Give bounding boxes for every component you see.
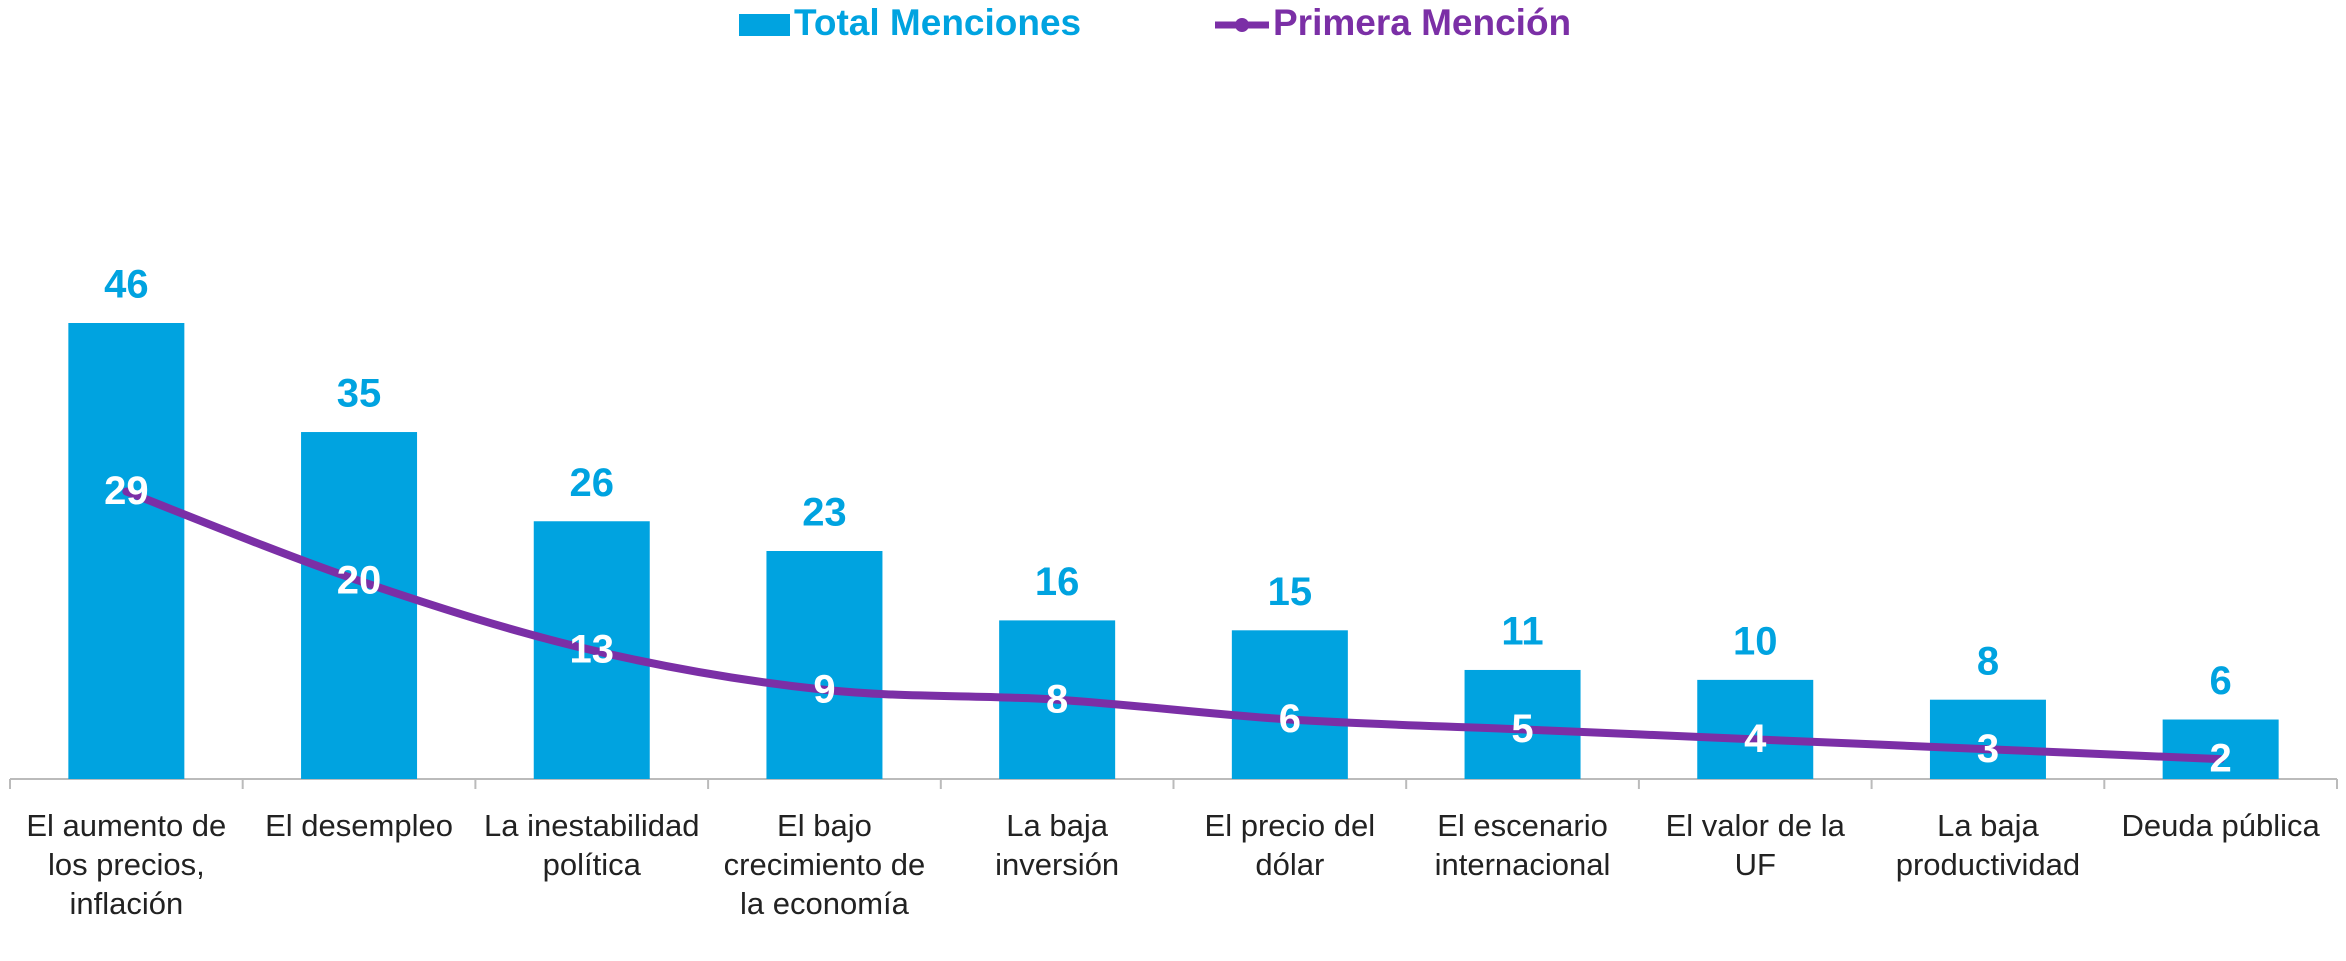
line-value-label: 5: [1511, 707, 1533, 751]
bar-value-label: 23: [802, 491, 847, 535]
line-value-label: 29: [104, 469, 149, 513]
bar: [1231, 630, 1348, 779]
line-value-label: 9: [813, 667, 835, 711]
x-tick-label: El bajo crecimiento de la economía: [723, 808, 926, 921]
bar: [2162, 719, 2279, 779]
x-tick-label: El escenario internacional: [1434, 808, 1611, 882]
bar-value-label: 26: [570, 461, 615, 505]
x-tick-label: La baja inversión: [995, 808, 1120, 882]
bar-value-label: 11: [1501, 610, 1543, 654]
bar-value-label: 15: [1268, 570, 1313, 614]
legend-swatch: [739, 14, 790, 36]
bar-value-label: 35: [337, 372, 382, 416]
line-value-label: 20: [337, 558, 382, 602]
line-value-label: 8: [1046, 677, 1068, 721]
bar-value-label: 16: [1035, 560, 1080, 604]
x-tick-label: El desempleo: [265, 808, 453, 843]
x-tick-label: El precio del dólar: [1204, 808, 1376, 882]
bar-value-label: 46: [104, 263, 149, 307]
legend-label: Primera Mención: [1273, 2, 1571, 43]
x-tick-label: El aumento de los precios, inflación: [26, 808, 227, 921]
x-tick-label: La inestabilidad política: [484, 808, 700, 882]
x-tick-label: El valor de la UF: [1665, 808, 1845, 882]
line: [122, 487, 2225, 764]
bar-value-label: 6: [2210, 659, 2232, 703]
legend-marker: [1235, 18, 1249, 32]
line-value-label: 13: [570, 628, 615, 672]
bar: [766, 551, 883, 779]
bar: [68, 323, 185, 779]
bar: [301, 432, 418, 779]
line-value-label: 6: [1279, 697, 1301, 741]
bar-value-label: 8: [1977, 639, 1999, 683]
line-value-label: 2: [2210, 737, 2232, 781]
bar: [1697, 679, 1814, 779]
bar-value-label: 10: [1733, 619, 1778, 663]
legend-label: Total Menciones: [794, 2, 1081, 43]
bar: [1929, 699, 2046, 779]
x-tick-label: Deuda pública: [2121, 808, 2320, 843]
line-value-label: 3: [1977, 727, 1999, 771]
x-tick-label: La baja productividad: [1895, 808, 2081, 882]
line-value-label: 4: [1744, 717, 1767, 761]
